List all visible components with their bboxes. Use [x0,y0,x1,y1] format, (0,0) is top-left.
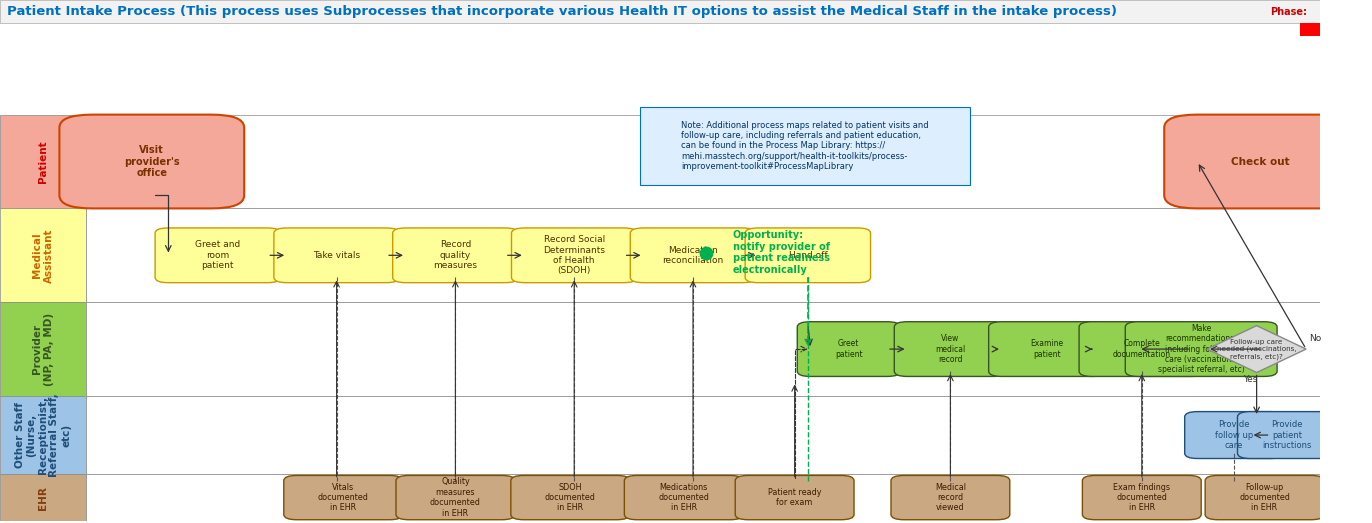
Text: Record
quality
measures: Record quality measures [434,241,477,270]
FancyBboxPatch shape [284,475,402,520]
Text: Patient ready
for exam: Patient ready for exam [768,488,822,507]
Text: View
medical
record: View medical record [936,334,966,364]
FancyBboxPatch shape [59,115,244,208]
Text: Vitals
documented
in EHR: Vitals documented in EHR [318,483,369,513]
FancyBboxPatch shape [895,322,1007,377]
FancyBboxPatch shape [890,475,1010,520]
FancyBboxPatch shape [797,322,900,377]
FancyBboxPatch shape [630,228,756,282]
Text: Exam findings
documented
in EHR: Exam findings documented in EHR [1113,483,1170,513]
Text: Visit
provider's
office: Visit provider's office [123,145,180,178]
FancyBboxPatch shape [989,322,1104,377]
Text: Check out: Check out [1231,156,1290,166]
FancyBboxPatch shape [1165,115,1357,208]
Text: No: No [1309,334,1321,343]
FancyBboxPatch shape [1184,412,1284,459]
Text: Follow-up
documented
in EHR: Follow-up documented in EHR [1239,483,1290,513]
Text: Opportunity:
notify provider of
patient readiness
electronically: Opportunity: notify provider of patient … [733,230,830,275]
Text: Complete
documentation: Complete documentation [1113,339,1170,359]
Text: Medications
documented
in EHR: Medications documented in EHR [659,483,709,513]
Text: Hand off: Hand off [789,251,827,260]
Text: Provider
(NP, PA, MD): Provider (NP, PA, MD) [32,313,54,385]
FancyBboxPatch shape [155,228,280,282]
Text: EHR: EHR [38,486,48,509]
FancyBboxPatch shape [735,475,853,520]
Text: Note: Additional process maps related to patient visits and
follow-up care, incl: Note: Additional process maps related to… [682,121,929,171]
Text: Medication
reconciliation: Medication reconciliation [663,246,723,265]
Text: Quality
measures
documented
in EHR: Quality measures documented in EHR [429,477,480,518]
FancyBboxPatch shape [745,228,870,282]
Text: Record Social
Determinants
of Health
(SDOH): Record Social Determinants of Health (SD… [543,235,605,276]
Text: Medical
record
viewed: Medical record viewed [934,483,966,513]
FancyBboxPatch shape [624,475,744,520]
Text: Patient: Patient [38,140,48,183]
Polygon shape [1207,326,1306,372]
Text: Take vitals: Take vitals [313,251,361,260]
FancyBboxPatch shape [1301,24,1320,37]
FancyBboxPatch shape [641,107,970,185]
FancyBboxPatch shape [0,302,86,396]
FancyBboxPatch shape [0,474,86,521]
FancyBboxPatch shape [274,228,399,282]
FancyBboxPatch shape [0,115,86,208]
FancyBboxPatch shape [397,475,514,520]
FancyBboxPatch shape [86,115,1320,208]
Text: Other Staff
(Nurse,
Receptionist,
Referral Staff,
etc): Other Staff (Nurse, Receptionist, Referr… [15,393,71,477]
Text: Provide
patient
instructions: Provide patient instructions [1262,420,1312,450]
FancyBboxPatch shape [1083,475,1200,520]
Text: SDOH
documented
in EHR: SDOH documented in EHR [545,483,595,513]
Text: Follow-up care
needed (vaccinations,
referrals, etc)?: Follow-up care needed (vaccinations, ref… [1217,338,1297,360]
FancyBboxPatch shape [1238,412,1336,459]
Text: Phase:: Phase: [1269,7,1306,17]
Text: Medical
Assistant: Medical Assistant [32,228,54,282]
Text: Examine
patient: Examine patient [1030,339,1063,359]
Point [696,248,718,257]
Text: Provide
follow up
care: Provide follow up care [1216,420,1253,450]
FancyBboxPatch shape [0,208,86,302]
FancyBboxPatch shape [1080,322,1205,377]
FancyBboxPatch shape [1125,322,1277,377]
Text: Patient Intake Process (This process uses Subprocesses that incorporate various : Patient Intake Process (This process use… [7,5,1117,18]
Text: Make
recommendations,
including follow up
care (vaccinations,
specialist referra: Make recommendations, including follow u… [1158,324,1244,374]
Text: Greet and
room
patient: Greet and room patient [195,241,240,270]
FancyBboxPatch shape [0,396,86,474]
FancyBboxPatch shape [86,396,1320,474]
FancyBboxPatch shape [512,228,637,282]
FancyBboxPatch shape [86,302,1320,396]
FancyBboxPatch shape [0,0,1320,24]
FancyBboxPatch shape [1205,475,1324,520]
Text: Greet
patient: Greet patient [836,339,863,359]
FancyBboxPatch shape [510,475,630,520]
Text: Yes: Yes [1243,375,1257,384]
FancyBboxPatch shape [392,228,519,282]
FancyBboxPatch shape [86,208,1320,302]
FancyBboxPatch shape [86,474,1320,521]
